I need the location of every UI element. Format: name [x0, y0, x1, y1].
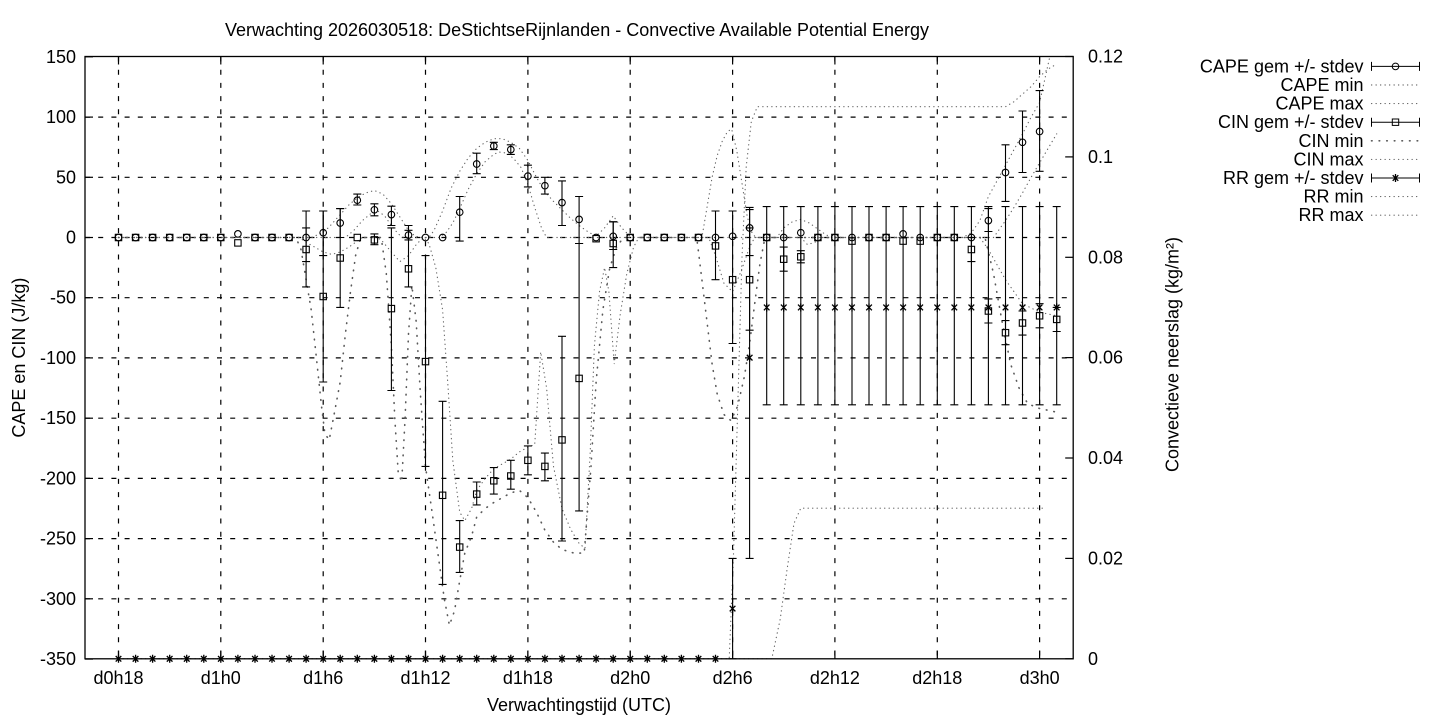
svg-text:d0h18: d0h18	[93, 668, 143, 688]
svg-text:100: 100	[46, 107, 76, 127]
svg-text:0.1: 0.1	[1088, 147, 1113, 167]
svg-text:d2h0: d2h0	[610, 668, 650, 688]
svg-text:0: 0	[66, 228, 76, 248]
svg-text:0.08: 0.08	[1088, 247, 1123, 267]
svg-text:d1h0: d1h0	[201, 668, 241, 688]
svg-text:Verwachting 2026030518: DeStic: Verwachting 2026030518: DeStichtseRijnla…	[225, 20, 929, 40]
svg-text:d3h0: d3h0	[1020, 668, 1060, 688]
svg-text:d1h18: d1h18	[503, 668, 553, 688]
svg-text:0: 0	[1088, 649, 1098, 669]
svg-text:CAPE gem +/- stdev: CAPE gem +/- stdev	[1200, 56, 1364, 76]
svg-text:RR max: RR max	[1298, 205, 1363, 225]
svg-text:-200: -200	[40, 468, 76, 488]
svg-text:-50: -50	[50, 288, 76, 308]
svg-text:0.12: 0.12	[1088, 47, 1123, 67]
svg-text:CIN max: CIN max	[1293, 149, 1363, 169]
svg-text:0.06: 0.06	[1088, 348, 1123, 368]
svg-text:50: 50	[56, 167, 76, 187]
svg-text:CAPE min: CAPE min	[1280, 75, 1363, 95]
svg-text:CAPE en CIN (J/kg): CAPE en CIN (J/kg)	[9, 278, 29, 438]
svg-text:d2h18: d2h18	[912, 668, 962, 688]
svg-text:CIN min: CIN min	[1298, 131, 1363, 151]
svg-text:RR gem +/- stdev: RR gem +/- stdev	[1223, 168, 1364, 188]
svg-text:d1h6: d1h6	[303, 668, 343, 688]
svg-text:CAPE max: CAPE max	[1275, 94, 1363, 114]
svg-text:-150: -150	[40, 408, 76, 428]
svg-text:d2h12: d2h12	[810, 668, 860, 688]
svg-text:Verwachtingstijd (UTC): Verwachtingstijd (UTC)	[487, 695, 671, 715]
svg-text:RR min: RR min	[1303, 187, 1363, 207]
svg-text:0.04: 0.04	[1088, 448, 1123, 468]
svg-text:0.02: 0.02	[1088, 548, 1123, 568]
svg-text:-350: -350	[40, 649, 76, 669]
svg-text:-300: -300	[40, 589, 76, 609]
svg-text:-250: -250	[40, 529, 76, 549]
svg-text:-100: -100	[40, 348, 76, 368]
svg-text:Convectieve neerslag (kg/m²): Convectieve neerslag (kg/m²)	[1163, 237, 1183, 472]
svg-text:d2h6: d2h6	[713, 668, 753, 688]
svg-text:150: 150	[46, 47, 76, 67]
svg-text:d1h12: d1h12	[400, 668, 450, 688]
svg-text:CIN gem +/- stdev: CIN gem +/- stdev	[1218, 112, 1364, 132]
